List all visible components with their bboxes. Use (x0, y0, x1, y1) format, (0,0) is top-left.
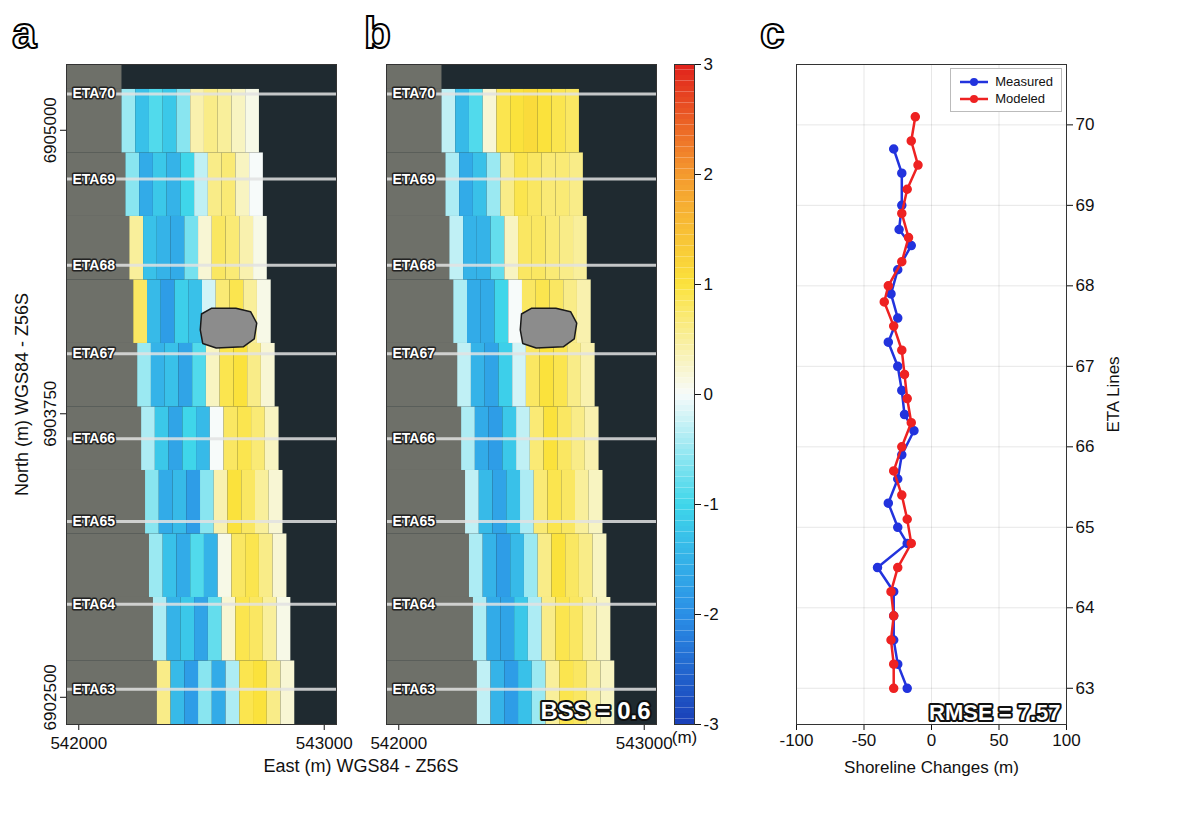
svg-text:65: 65 (1076, 518, 1095, 537)
svg-text:543000: 543000 (296, 734, 353, 753)
svg-text:North (m) WGS84 - Z56S: North (m) WGS84 - Z56S (12, 293, 32, 496)
svg-text:RMSE = 7.57: RMSE = 7.57 (929, 700, 1060, 725)
svg-text:-50: -50 (852, 731, 877, 750)
svg-text:543000: 543000 (616, 734, 673, 753)
svg-text:ETA68: ETA68 (393, 257, 436, 273)
svg-text:ETA68: ETA68 (73, 257, 116, 273)
svg-text:ETA64: ETA64 (73, 596, 116, 612)
html-text:a: a (12, 8, 37, 57)
html-text:East (m) WGS84 - Z56S: East (m) WGS84 - Z56S (263, 756, 459, 776)
svg-text:66: 66 (1076, 437, 1095, 456)
html-text:Measured: Measured (995, 74, 1053, 89)
svg-text:ETA Lines: ETA Lines (1104, 356, 1123, 432)
svg-text:1: 1 (704, 275, 713, 294)
svg-text:ETA67: ETA67 (393, 345, 436, 361)
svg-text:6905000: 6905000 (41, 97, 60, 163)
svg-text:64: 64 (1076, 598, 1095, 617)
svg-text:ETA70: ETA70 (393, 85, 436, 101)
svg-text:542000: 542000 (370, 734, 427, 753)
svg-text:6903750: 6903750 (41, 381, 60, 447)
html-text:c: c (760, 8, 785, 57)
svg-text:(m): (m) (672, 728, 697, 747)
html-text:Modeled: Modeled (995, 91, 1046, 106)
svg-text:50: 50 (990, 731, 1009, 750)
svg-text:-3: -3 (704, 715, 719, 734)
svg-text:ETA65: ETA65 (73, 513, 116, 529)
svg-text:ETA65: ETA65 (393, 513, 436, 529)
svg-text:3: 3 (704, 55, 713, 74)
svg-text:ETA66: ETA66 (393, 430, 436, 446)
svg-text:ETA69: ETA69 (393, 171, 436, 187)
svg-text:67: 67 (1076, 357, 1095, 376)
svg-text:BSS = 0.6: BSS = 0.6 (540, 697, 650, 724)
svg-text:ETA63: ETA63 (73, 681, 116, 697)
svg-text:ETA70: ETA70 (73, 85, 116, 101)
svg-text:ETA67: ETA67 (73, 345, 116, 361)
svg-text:68: 68 (1076, 276, 1095, 295)
svg-text:Shoreline Changes (m): Shoreline Changes (m) (844, 758, 1019, 777)
svg-text:6902500: 6902500 (41, 664, 60, 730)
svg-text:ETA66: ETA66 (73, 430, 116, 446)
svg-text:542000: 542000 (50, 734, 107, 753)
svg-text:ETA69: ETA69 (73, 171, 116, 187)
svg-text:-1: -1 (704, 495, 719, 514)
svg-text:2: 2 (704, 165, 713, 184)
svg-text:0: 0 (704, 385, 713, 404)
svg-text:69: 69 (1076, 196, 1095, 215)
svg-text:ETA63: ETA63 (393, 681, 436, 697)
svg-text:63: 63 (1076, 679, 1095, 698)
svg-text:-100: -100 (779, 731, 813, 750)
svg-text:ETA64: ETA64 (393, 596, 436, 612)
svg-text:0: 0 (927, 731, 936, 750)
html-text:b: b (364, 8, 391, 57)
svg-text:100: 100 (1052, 731, 1080, 750)
svg-text:70: 70 (1076, 115, 1095, 134)
svg-text:-2: -2 (704, 605, 719, 624)
